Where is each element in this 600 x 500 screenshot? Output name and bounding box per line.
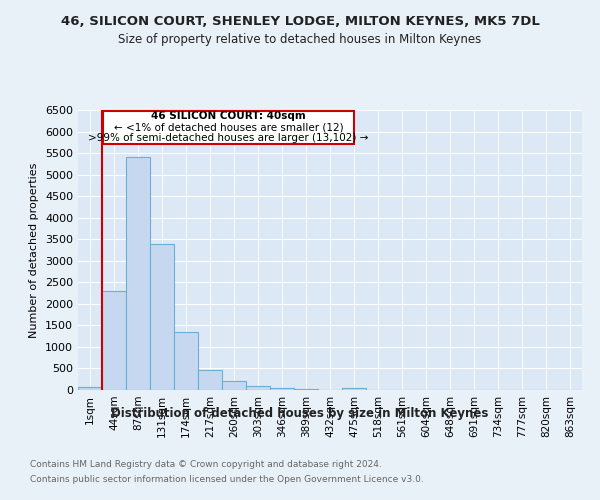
Text: ← <1% of detached houses are smaller (12): ← <1% of detached houses are smaller (12… <box>114 122 343 132</box>
FancyBboxPatch shape <box>103 111 354 144</box>
Bar <box>78 387 102 390</box>
Text: Size of property relative to detached houses in Milton Keynes: Size of property relative to detached ho… <box>118 32 482 46</box>
Bar <box>126 158 150 390</box>
Bar <box>150 244 174 390</box>
Bar <box>222 382 246 390</box>
Text: Contains public sector information licensed under the Open Government Licence v3: Contains public sector information licen… <box>30 475 424 484</box>
Bar <box>198 370 222 390</box>
Y-axis label: Number of detached properties: Number of detached properties <box>29 162 40 338</box>
Bar <box>342 388 366 390</box>
Bar <box>270 388 294 390</box>
Text: 46, SILICON COURT, SHENLEY LODGE, MILTON KEYNES, MK5 7DL: 46, SILICON COURT, SHENLEY LODGE, MILTON… <box>61 15 539 28</box>
Text: Contains HM Land Registry data © Crown copyright and database right 2024.: Contains HM Land Registry data © Crown c… <box>30 460 382 469</box>
Text: >99% of semi-detached houses are larger (13,102) →: >99% of semi-detached houses are larger … <box>88 134 369 143</box>
Bar <box>246 386 270 390</box>
Bar <box>102 291 126 390</box>
Text: 46 SILICON COURT: 40sqm: 46 SILICON COURT: 40sqm <box>151 111 306 121</box>
Text: Distribution of detached houses by size in Milton Keynes: Distribution of detached houses by size … <box>112 408 488 420</box>
Bar <box>174 332 198 390</box>
